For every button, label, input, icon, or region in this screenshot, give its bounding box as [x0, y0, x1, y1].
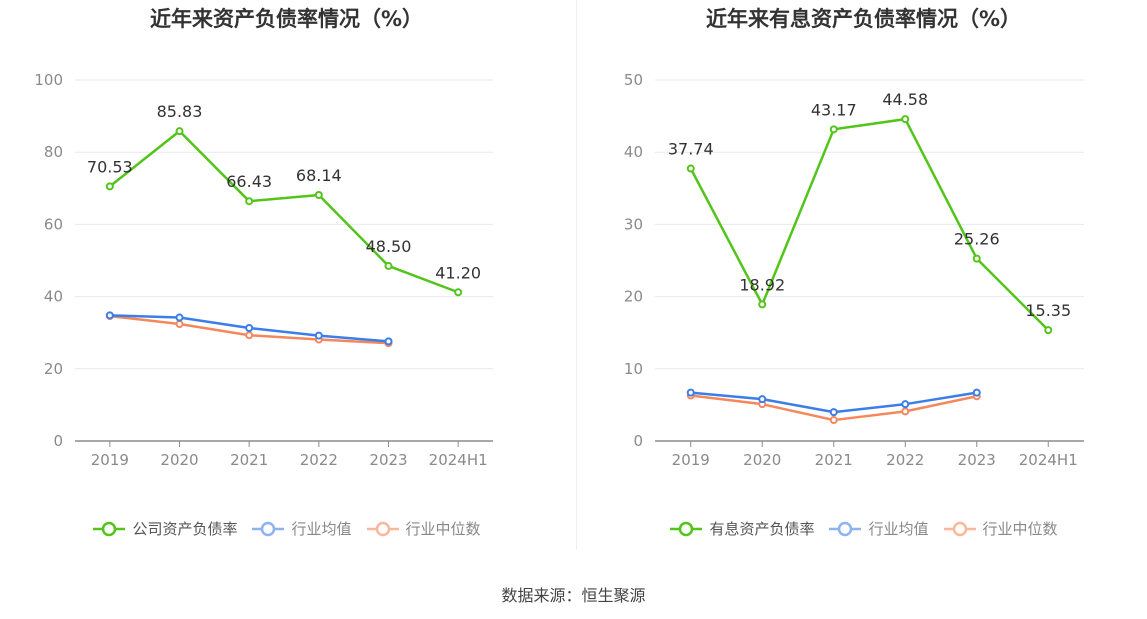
legend-item-industry-mean[interactable]: 行业均值: [828, 518, 929, 539]
data-point: [901, 407, 910, 416]
data-point: [1044, 326, 1053, 335]
x-tick-label: 2021: [230, 451, 268, 469]
y-tick-label: 30: [624, 215, 643, 233]
data-point: [175, 127, 184, 136]
legend-label: 有息资产负债率: [709, 520, 815, 538]
legend-line-circle-icon: [366, 521, 399, 536]
data-point: [758, 300, 767, 309]
data-label: 41.20: [435, 263, 481, 282]
data-label: 66.43: [226, 172, 272, 191]
legend-label: 公司资产负债率: [132, 520, 238, 538]
legend-label: 行业中位数: [982, 520, 1058, 538]
data-point: [245, 197, 254, 206]
data-point: [972, 254, 981, 263]
y-tick-label: 10: [624, 360, 643, 378]
data-point: [105, 311, 114, 320]
data-label: 48.50: [366, 237, 412, 256]
line-chart-interest-bearing: 0 10 20 30 40 50 2019 2020 2021 2022 2023 2024H1 37.…: [624, 71, 1084, 469]
y-tick-label: 0: [633, 432, 643, 450]
data-label: 68.14: [296, 166, 342, 185]
data-source-caption: 数据来源：恒生聚源: [501, 586, 646, 605]
data-point: [384, 261, 393, 270]
data-point: [314, 331, 323, 340]
data-point: [105, 182, 114, 191]
legend-item-industry-mean[interactable]: 行业均值: [251, 518, 352, 539]
x-tick-label: 2023: [369, 451, 407, 469]
data-point: [829, 408, 838, 417]
data-point: [758, 395, 767, 404]
y-tick-label: 40: [624, 143, 643, 161]
x-tick-label: 2019: [91, 451, 129, 469]
chart-panel-interest-bearing: 近年来有息资产负债率情况（%） 0 10 20 30 40 50 2019 2020 2021 2…: [577, 0, 1147, 560]
data-point: [901, 400, 910, 409]
series-line: [109, 129, 459, 294]
series-line: [689, 117, 1050, 332]
y-tick-label: 60: [44, 215, 63, 233]
legend-line-circle-icon: [93, 521, 126, 536]
data-label: 44.58: [882, 90, 928, 109]
data-point: [829, 125, 838, 134]
legend-item-industry-median[interactable]: 行业中位数: [366, 518, 481, 539]
line-chart-asset-liability: 0 20 40 60 80 100 2019 2020 2021 2022 2023 2024H1 70…: [34, 71, 493, 469]
legend-line-circle-icon: [943, 521, 976, 536]
data-point: [314, 191, 323, 200]
y-tick-label: 80: [44, 143, 63, 161]
data-point: [829, 416, 838, 425]
data-label: 15.35: [1025, 301, 1071, 320]
y-tick-label: 20: [44, 360, 63, 378]
data-point: [384, 337, 393, 346]
data-point: [175, 320, 184, 329]
data-point: [245, 324, 254, 333]
data-point: [454, 288, 463, 297]
chart-legend: 有息资产负债率 行业均值 行业中位数: [577, 518, 1147, 539]
y-tick-label: 50: [624, 71, 643, 89]
x-tick-label: 2023: [958, 451, 996, 469]
data-point: [245, 331, 254, 340]
data-point: [972, 388, 981, 397]
x-tick-label: 2024H1: [1019, 451, 1078, 469]
legend-label: 行业均值: [868, 520, 929, 538]
data-label: 43.17: [811, 100, 857, 119]
x-tick-label: 2022: [300, 451, 338, 469]
data-label: 18.92: [739, 275, 785, 294]
data-label: 37.74: [668, 140, 714, 159]
data-point: [686, 388, 695, 397]
x-tick-label: 2021: [815, 451, 853, 469]
x-tick-label: 2020: [743, 451, 781, 469]
chart-legend: 公司资产负债率 行业均值 行业中位数: [0, 518, 573, 539]
legend-line-circle-icon: [829, 521, 862, 536]
y-tick-label: 0: [53, 432, 63, 450]
chart-title: 近年来有息资产负债率情况（%）: [705, 7, 1022, 31]
legend-item-industry-median[interactable]: 行业中位数: [943, 518, 1058, 539]
data-point: [901, 115, 910, 124]
chart-panel-asset-liability: 近年来资产负债率情况（%） 0 20 40 60 80 100 2019 2020 2021 20…: [0, 0, 573, 560]
x-tick-label: 2020: [160, 451, 198, 469]
legend-line-circle-icon: [252, 521, 285, 536]
x-tick-label: 2019: [672, 451, 710, 469]
legend-label: 行业均值: [291, 520, 352, 538]
legend-label: 行业中位数: [405, 520, 481, 538]
data-label: 70.53: [87, 157, 133, 176]
panel-divider: [576, 0, 577, 550]
chart-title: 近年来资产负债率情况（%）: [149, 7, 424, 31]
data-point: [175, 313, 184, 322]
legend-item-company[interactable]: 有息资产负债率: [669, 518, 814, 539]
legend-item-company[interactable]: 公司资产负债率: [92, 518, 237, 539]
y-tick-label: 40: [44, 288, 63, 306]
y-tick-label: 100: [34, 71, 63, 89]
x-tick-label: 2022: [886, 451, 924, 469]
x-tick-label: 2024H1: [429, 451, 488, 469]
y-tick-label: 20: [624, 288, 643, 306]
data-point: [686, 164, 695, 173]
data-label: 85.83: [157, 102, 203, 121]
data-label: 25.26: [954, 230, 1000, 249]
legend-line-circle-icon: [670, 521, 703, 536]
